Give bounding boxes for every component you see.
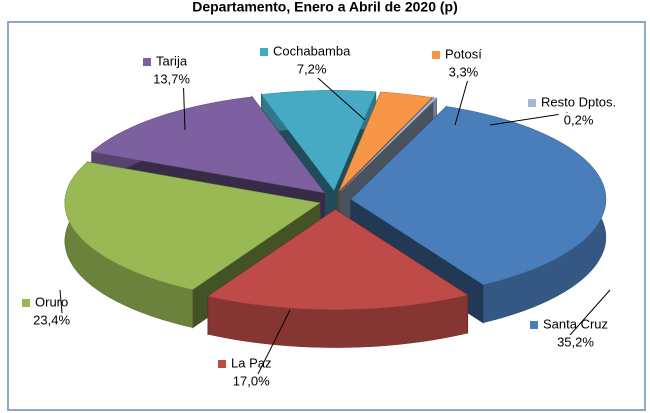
legend-swatch	[143, 58, 151, 66]
label-bg	[31, 313, 72, 329]
value-label: 35,2%	[557, 334, 594, 349]
slice	[207, 209, 469, 310]
label-bg	[555, 335, 596, 351]
leader-line	[257, 309, 291, 375]
legend-swatch	[22, 299, 30, 307]
legend-swatch	[260, 48, 268, 56]
value-label: 13,7%	[153, 71, 190, 86]
pie	[64, 90, 607, 348]
category-label: Cochabamba	[273, 43, 351, 58]
value-label: 7,2%	[297, 61, 327, 76]
slice	[350, 106, 607, 285]
legend-swatch	[218, 360, 226, 368]
leader-line	[569, 289, 611, 336]
legend-swatch	[528, 99, 536, 107]
category-label: La Paz	[231, 355, 271, 370]
legend-swatch	[432, 51, 440, 59]
value-label: 3,3%	[449, 64, 479, 79]
label-bg	[443, 65, 484, 81]
label-bg	[151, 72, 192, 88]
category-label: Santa Cruz	[543, 316, 608, 331]
leader-line	[489, 112, 569, 126]
category-label: Oruro	[35, 294, 68, 309]
slice	[339, 91, 433, 191]
labels: Santa Cruz 35,2% La Paz 17,0% Oruro 23,4% Tari…	[22, 43, 616, 390]
value-label: 0,2%	[564, 112, 594, 127]
slice	[340, 97, 437, 192]
category-label: Potosí	[445, 46, 482, 61]
legend-swatch	[530, 321, 538, 329]
chart-title: Departamento, Enero a Abril de 2020 (p)	[192, 0, 458, 15]
label-bg	[231, 374, 272, 390]
slice	[64, 161, 321, 290]
label-bg	[291, 62, 332, 78]
slice	[261, 90, 377, 191]
value-label: 17,0%	[233, 373, 270, 388]
leader-line	[59, 289, 63, 314]
slice	[91, 96, 326, 194]
category-label: Resto Dptos.	[541, 94, 616, 109]
category-label: Tarija	[156, 53, 188, 68]
label-bg	[558, 113, 599, 129]
value-label: 23,4%	[33, 312, 70, 327]
